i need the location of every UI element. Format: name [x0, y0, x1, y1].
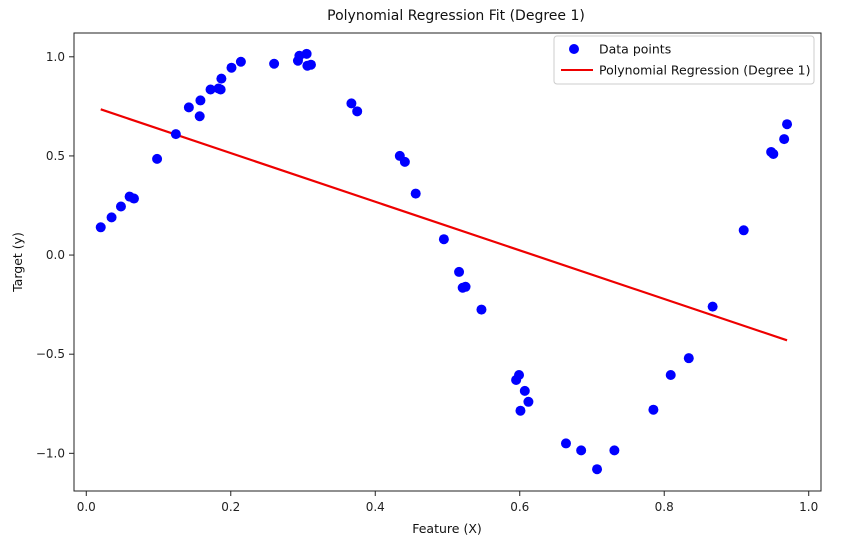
- data-point: [216, 73, 227, 84]
- legend: Data points Polynomial Regression (Degre…: [553, 35, 815, 85]
- data-point: [779, 134, 790, 145]
- data-point: [115, 201, 126, 212]
- legend-label-data-points: Data points: [599, 42, 671, 57]
- y-tick-label: −0.5: [36, 347, 65, 361]
- x-tick-label: 0.6: [510, 500, 529, 514]
- data-point: [438, 234, 449, 245]
- plot-area: [73, 32, 822, 492]
- x-tick-label: 0.2: [221, 500, 240, 514]
- y-axis: −1.0 −0.5 0.0 0.5 1.0: [36, 50, 74, 460]
- data-point: [346, 98, 357, 109]
- data-point: [454, 266, 465, 277]
- data-point: [235, 56, 246, 67]
- data-point: [410, 188, 421, 199]
- data-point: [205, 84, 216, 95]
- data-point: [515, 405, 526, 416]
- y-tick-label: 1.0: [46, 50, 65, 64]
- data-point: [183, 102, 194, 113]
- x-tick-label: 0.0: [77, 500, 96, 514]
- x-axis: 0.0 0.2 0.4 0.6 0.8 1.0: [77, 491, 818, 514]
- data-point: [738, 225, 749, 236]
- data-points-group: [95, 48, 793, 475]
- regression-line-group: [100, 108, 788, 342]
- x-tick-label: 0.4: [366, 500, 385, 514]
- data-point: [768, 148, 779, 159]
- chart-title: Polynomial Regression Fit (Degree 1): [327, 8, 585, 24]
- data-point: [106, 212, 117, 223]
- data-point: [782, 119, 793, 130]
- data-point: [460, 281, 471, 292]
- legend-scatter-marker: [569, 44, 579, 54]
- y-tick-label: 0.5: [46, 149, 65, 163]
- data-point: [128, 193, 139, 204]
- data-point: [226, 62, 237, 73]
- data-point: [560, 438, 571, 449]
- data-point: [648, 404, 659, 415]
- legend-box: [553, 35, 815, 85]
- data-point: [170, 129, 181, 140]
- data-point: [301, 48, 312, 59]
- data-point: [215, 84, 226, 95]
- y-tick-label: 0.0: [46, 248, 65, 262]
- data-point: [707, 301, 718, 312]
- data-point: [592, 464, 603, 475]
- x-tick-label: 0.8: [655, 500, 674, 514]
- data-point: [95, 222, 106, 233]
- regression-line: [100, 108, 788, 342]
- data-point: [514, 370, 525, 381]
- data-point: [665, 370, 676, 381]
- data-point: [194, 111, 205, 122]
- data-point: [399, 156, 410, 167]
- data-point: [352, 106, 363, 117]
- data-point: [476, 304, 487, 315]
- data-point: [195, 95, 206, 106]
- y-tick-label: −1.0: [36, 446, 65, 460]
- data-point: [152, 153, 163, 164]
- y-axis-label: Target (y): [10, 232, 25, 293]
- data-point: [523, 396, 534, 407]
- data-point: [519, 385, 530, 396]
- x-tick-label: 1.0: [799, 500, 818, 514]
- data-point: [609, 445, 620, 456]
- legend-label-regression: Polynomial Regression (Degree 1): [599, 63, 810, 78]
- data-point: [305, 59, 316, 70]
- data-point: [683, 353, 694, 364]
- x-axis-label: Feature (X): [412, 521, 482, 536]
- data-point: [576, 445, 587, 456]
- data-point: [269, 58, 280, 69]
